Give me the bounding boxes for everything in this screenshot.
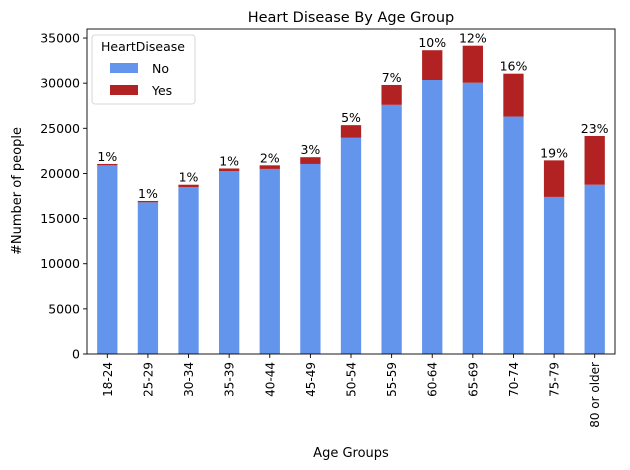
bar-yes-35-39 [219,168,240,172]
bar-yes-80-or-older [584,135,605,185]
data-label: 1% [138,186,158,201]
data-label: 16% [500,59,528,74]
chart-title: Heart Disease By Age Group [248,10,455,26]
annotations-group: 1% 1% 1% 1% 2% 3% 5% 7% 10% 12% 16% 19% 23% [97,31,608,201]
data-label: 1% [97,149,117,164]
x-axis-label: Age Groups [313,446,389,461]
bar-yes-45-49 [300,157,321,164]
y-tick-label: 15000 [40,211,80,226]
bars-group [97,45,605,355]
x-tick-label: 40-44 [263,362,277,397]
bar-yes-75-79 [543,160,565,197]
bar-yes-30-34 [178,184,199,187]
y-tick-label: 30000 [40,76,80,91]
bar-yes-18-24 [97,163,118,166]
data-label: 5% [341,110,361,125]
bar-no-55-59 [381,104,402,354]
bar-yes-65-69 [462,45,483,83]
legend-label-no: No [152,61,169,76]
bar-no-40-44 [259,168,280,354]
x-tick-label: 80 or older [588,362,602,428]
y-tick-label: 35000 [40,31,80,46]
bar-no-50-54 [340,137,362,354]
x-tick-label: 18-24 [101,362,115,397]
legend-swatch-no [110,63,138,73]
x-tick-label: 35-39 [223,362,237,397]
plot-frame [86,28,616,355]
legend: HeartDisease No Yes [91,34,196,105]
bar-no-35-39 [219,171,240,354]
x-tick-label: 65-69 [466,362,480,397]
data-label: 23% [581,121,609,136]
y-tick-label: 0 [72,347,80,362]
data-label: 7% [382,70,402,85]
bar-no-65-69 [462,82,483,355]
y-tick-label: 5000 [48,301,80,316]
data-label: 2% [260,150,280,165]
x-axis: 18-24 25-29 30-34 35-39 40-44 45-49 50-54 55-59… [101,354,602,428]
data-label: 10% [418,35,446,50]
legend-title: HeartDisease [101,39,185,54]
x-tick-label: 60-64 [426,362,440,397]
bar-no-30-34 [178,186,199,354]
y-axis-label: #Number of people [10,127,25,255]
bar-yes-50-54 [340,125,362,138]
y-tick-label: 10000 [40,256,80,271]
bar-no-45-49 [300,163,321,354]
legend-label-yes: Yes [151,83,172,98]
bar-yes-70-74 [503,73,524,117]
x-tick-label: 45-49 [304,362,318,397]
x-tick-label: 25-29 [141,362,155,397]
bar-yes-55-59 [381,84,402,105]
data-label: 1% [219,153,239,168]
y-axis: 0 5000 10000 15000 20000 25000 30000 35000 [40,31,87,362]
bar-yes-60-64 [422,50,443,81]
bar-no-75-79 [543,196,565,354]
x-tick-label: 30-34 [182,362,196,397]
y-tick-label: 20000 [40,166,80,181]
x-tick-label: 55-59 [385,362,399,397]
x-tick-label: 75-79 [548,362,562,397]
bar-yes-40-44 [259,165,280,169]
bar-no-60-64 [422,80,443,354]
data-label: 1% [179,170,199,185]
data-label: 3% [300,142,320,157]
bar-no-18-24 [97,165,118,354]
bar-no-25-29 [137,202,159,354]
y-tick-label: 25000 [40,121,80,136]
legend-swatch-yes [110,85,138,95]
data-label: 12% [459,31,487,46]
x-tick-label: 50-54 [345,362,359,397]
bar-no-80-or-older [584,184,605,354]
bar-no-70-74 [503,116,524,354]
bar-yes-25-29 [137,200,159,203]
data-label: 19% [540,145,568,160]
x-tick-label: 70-74 [507,362,521,397]
